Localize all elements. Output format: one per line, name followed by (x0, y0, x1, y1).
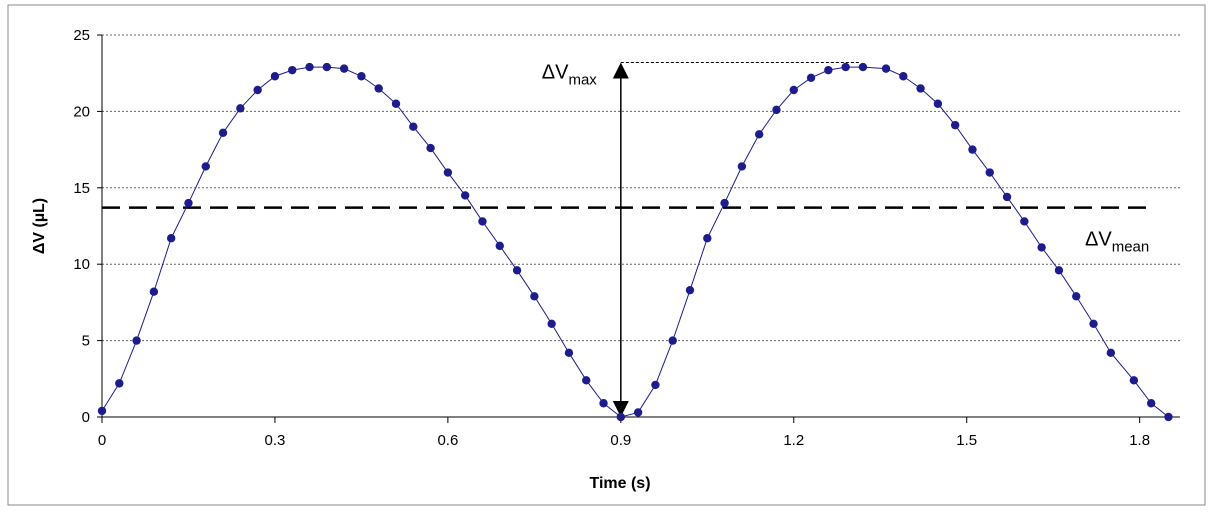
data-point (201, 162, 210, 171)
data-point (899, 72, 908, 81)
data-point (841, 62, 850, 72)
data-point (1089, 319, 1098, 328)
x-tick-label: 1.5 (956, 432, 977, 449)
data-point (703, 234, 712, 243)
data-point (97, 406, 107, 416)
data-point (1164, 412, 1173, 422)
data-point (789, 85, 798, 95)
x-tick-label: 1.2 (783, 432, 804, 449)
y-tick-label: 10 (73, 256, 90, 273)
data-point (305, 62, 314, 72)
annotation: ΔVmean (1085, 229, 1149, 256)
data-point (1002, 192, 1012, 202)
data-point (985, 168, 994, 177)
data-point (824, 65, 833, 75)
data-point (633, 408, 643, 417)
data-point (443, 168, 453, 177)
data-point (950, 120, 960, 130)
x-tick-label: 1.8 (1129, 432, 1150, 449)
data-point (374, 84, 383, 93)
y-tick-label: 25 (73, 27, 90, 44)
data-point (651, 380, 660, 390)
data-point (1106, 348, 1116, 358)
data-point (916, 84, 925, 93)
data-point (806, 73, 816, 82)
arrow-head (612, 401, 629, 417)
data-point (426, 143, 435, 153)
x-axis-label: Time (s) (589, 475, 650, 492)
frame (7, 4, 1206, 506)
y-axis-label: ΔV (µL) (31, 198, 48, 254)
annotation-text: ΔV (1085, 229, 1112, 251)
data-point (720, 198, 729, 208)
data-point (1072, 292, 1081, 301)
data-point (968, 145, 977, 154)
x-tick-label: 0.3 (265, 432, 286, 449)
data-point (253, 85, 262, 95)
data-point (115, 379, 124, 388)
data-point (478, 217, 487, 226)
data-point (599, 399, 608, 408)
x-tick-label: 0.6 (437, 432, 458, 449)
data-point (184, 198, 193, 208)
data-point (933, 99, 943, 108)
data-point (754, 130, 764, 139)
data-point (582, 376, 591, 385)
annotation: ΔVmax (542, 62, 598, 89)
data-point (132, 336, 141, 345)
data-point (236, 104, 245, 113)
data-point (270, 72, 280, 81)
arrow-head (612, 62, 629, 79)
x-tick-label: 0.9 (610, 432, 631, 449)
data-point (616, 412, 626, 422)
data-point (1146, 399, 1156, 408)
y-tick-label: 0 (82, 409, 90, 426)
data-point (1037, 243, 1046, 252)
data-point (1129, 376, 1139, 385)
data-point (1054, 266, 1064, 275)
data-point (288, 65, 297, 75)
data-point (737, 162, 747, 171)
data-point (685, 285, 695, 295)
data-point (149, 287, 159, 296)
data-point (530, 292, 539, 301)
data-point (460, 191, 470, 200)
data-point (547, 319, 556, 328)
x-tick-label: 0 (98, 432, 106, 449)
data-point (668, 336, 677, 345)
y-tick-label: 5 (82, 333, 90, 350)
data-point (391, 99, 401, 108)
data-point (772, 105, 781, 115)
data-point (512, 266, 522, 275)
data-point (858, 62, 868, 72)
annotation-sub: max (568, 72, 597, 89)
annotation-text: ΔV (542, 62, 569, 84)
data-point (564, 348, 574, 358)
data-point (322, 62, 332, 72)
y-tick-label: 20 (73, 103, 90, 120)
data-point (166, 234, 176, 243)
data-point (218, 128, 228, 137)
annotation-sub: mean (1112, 239, 1150, 256)
y-tick-label: 15 (73, 180, 90, 197)
data-point (409, 122, 418, 131)
data-point (1020, 217, 1029, 226)
data-point (339, 64, 349, 73)
data-point (357, 72, 366, 81)
data-point (495, 241, 504, 251)
data-point (881, 64, 891, 73)
